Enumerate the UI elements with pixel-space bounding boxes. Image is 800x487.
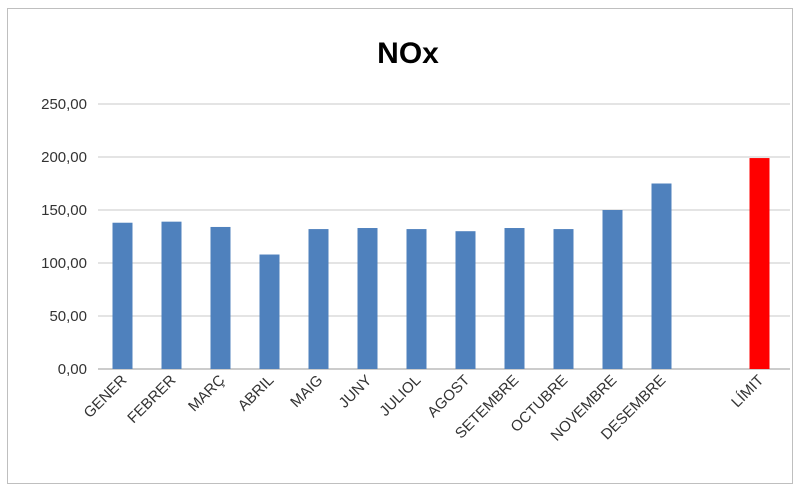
gridlines: [98, 103, 790, 370]
chart-title: NOx: [377, 37, 439, 70]
x-tick-label: JUNY: [336, 372, 376, 412]
bar: [602, 210, 623, 369]
x-tick-label: MARÇ: [185, 372, 228, 415]
bar: [406, 229, 427, 369]
y-axis: 0,00 50,00 100,00 150,00 200,00 250,00: [41, 96, 87, 378]
bar: [553, 229, 574, 369]
bar-limit: [749, 158, 770, 369]
bar: [357, 228, 378, 369]
bars: [112, 158, 770, 369]
y-tick-label: 50,00: [49, 308, 87, 325]
y-tick-label: 250,00: [41, 96, 87, 113]
y-tick-label: 100,00: [41, 255, 87, 272]
x-tick-label: FEBRER: [124, 372, 179, 427]
bar: [308, 229, 329, 369]
bar: [161, 221, 182, 369]
bar: [504, 228, 525, 369]
bar: [651, 183, 672, 369]
x-tick-label: LÍMIT: [728, 372, 767, 411]
x-tick-label: GENER: [81, 372, 131, 422]
x-tick-label: JULIOL: [376, 372, 424, 420]
y-tick-label: 150,00: [41, 202, 87, 219]
bar: [455, 231, 476, 369]
bar: [210, 226, 231, 369]
x-tick-label: MAIG: [287, 372, 326, 411]
x-tick-label: AGOST: [424, 372, 473, 421]
x-tick-label: ABRIL: [235, 372, 278, 415]
y-tick-label: 200,00: [41, 149, 87, 166]
bar: [259, 254, 280, 369]
bar: [112, 222, 133, 369]
y-tick-label: 0,00: [58, 361, 87, 378]
